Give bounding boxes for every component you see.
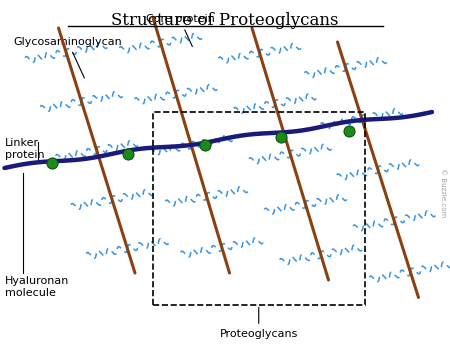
Text: Glycosaminoglycan: Glycosaminoglycan: [14, 37, 122, 78]
Text: Linker
protein: Linker protein: [4, 138, 44, 160]
Text: Hyaluronan
molecule: Hyaluronan molecule: [4, 276, 69, 298]
Text: Proteoglycans: Proteoglycans: [220, 307, 298, 339]
Bar: [153, 112, 364, 304]
Text: Core protein: Core protein: [145, 14, 215, 47]
Text: © Buzzle.com: © Buzzle.com: [440, 168, 446, 217]
Text: Structure of Proteoglycans: Structure of Proteoglycans: [111, 12, 339, 29]
